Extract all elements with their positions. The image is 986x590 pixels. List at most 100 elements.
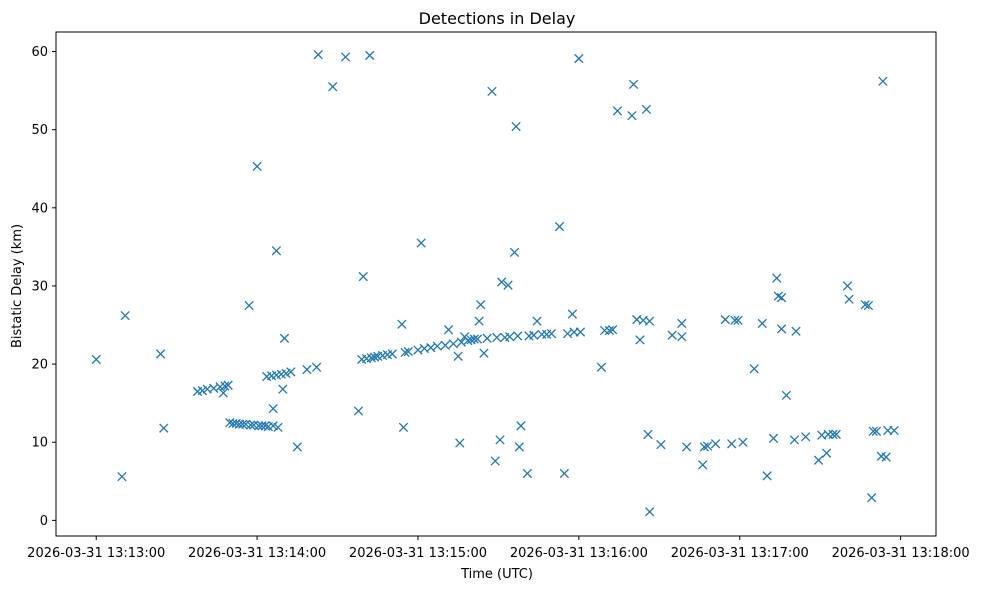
data-point: [218, 388, 228, 398]
data-point: [495, 435, 505, 445]
data-point: [546, 328, 557, 339]
data-point: [727, 439, 737, 449]
data-point: [868, 426, 878, 436]
data-point: [710, 439, 721, 449]
data-point: [889, 425, 899, 436]
data-point: [781, 390, 792, 401]
chart-title: Detections in Delay: [419, 9, 576, 28]
data-point: [432, 341, 442, 351]
data-point: [237, 419, 248, 429]
data-point: [440, 340, 450, 350]
data-point: [776, 293, 787, 303]
data-point: [479, 348, 489, 358]
data-point: [369, 352, 380, 362]
data-point: [159, 423, 169, 433]
data-point: [607, 325, 618, 335]
data-point: [762, 471, 772, 481]
data-point: [469, 334, 479, 344]
data-point: [503, 280, 513, 290]
data-point: [831, 429, 841, 440]
data-point: [842, 281, 853, 291]
x-tick-label: 2026-03-31 13:15:00: [349, 546, 487, 561]
data-point: [279, 333, 290, 343]
data-point: [511, 121, 521, 132]
data-point: [482, 333, 492, 343]
data-point: [730, 315, 740, 325]
data-point: [776, 324, 787, 334]
data-point: [863, 300, 874, 311]
data-point: [881, 452, 891, 462]
data-point: [677, 332, 687, 342]
y-tick-label: 20: [31, 358, 48, 373]
plot-area-frame: [55, 31, 937, 537]
data-point: [328, 82, 338, 92]
data-point: [627, 110, 637, 121]
data-point: [223, 380, 233, 390]
data-point: [635, 335, 645, 345]
y-axis-ticks: 0 10 20 30 40 50 60: [31, 45, 56, 529]
data-point: [699, 442, 709, 452]
data-point: [813, 455, 824, 465]
data-point: [698, 460, 708, 470]
data-point: [260, 421, 270, 431]
data-point: [474, 316, 484, 326]
data-point: [476, 300, 486, 310]
y-tick-label: 30: [31, 279, 48, 294]
data-point: [302, 364, 312, 375]
data-point: [271, 246, 282, 256]
data-point: [559, 468, 570, 479]
data-point: [871, 426, 882, 436]
data-point: [532, 316, 542, 326]
data-point: [554, 221, 565, 232]
x-tick-label: 2026-03-31 13:16:00: [510, 546, 648, 561]
data-point: [400, 347, 410, 358]
data-point: [768, 433, 779, 443]
data-point: [365, 50, 375, 61]
data-point: [453, 351, 463, 361]
data-point: [313, 50, 323, 60]
data-point: [358, 271, 368, 282]
data-point: [681, 442, 692, 452]
data-point: [455, 438, 465, 448]
data-point: [702, 441, 713, 451]
data-point: [311, 362, 322, 372]
data-point: [220, 381, 230, 391]
data-point: [749, 364, 759, 374]
data-point: [117, 471, 127, 482]
data-point: [644, 507, 655, 517]
data-point: [516, 421, 526, 431]
data-point: [155, 349, 166, 359]
y-tick-label: 0: [40, 514, 48, 529]
data-point: [677, 318, 687, 329]
data-point: [340, 52, 351, 62]
data-point: [791, 326, 801, 336]
data-point: [667, 330, 677, 340]
data-point: [268, 403, 278, 414]
data-point: [821, 448, 832, 458]
data-point: [398, 422, 409, 433]
data-point: [278, 384, 288, 394]
data-point: [878, 76, 888, 86]
data-point: [353, 406, 364, 416]
data-point: [860, 300, 870, 310]
x-tick-label: 2026-03-31 13:17:00: [671, 546, 809, 561]
data-point: [612, 106, 623, 116]
data-point: [604, 325, 615, 336]
x-tick-label: 2026-03-31 13:18:00: [832, 546, 970, 561]
data-point: [772, 273, 782, 283]
x-tick-label: 2026-03-31 13:14:00: [188, 546, 326, 561]
data-point: [575, 327, 586, 337]
data-point: [574, 53, 584, 64]
data-point: [252, 161, 262, 172]
data-point: [91, 354, 101, 365]
data-point: [273, 422, 283, 433]
data-point: [292, 442, 302, 452]
x-tick-label: 2026-03-31 13:13:00: [27, 546, 165, 561]
data-point: [246, 420, 256, 430]
data-point: [120, 310, 130, 321]
data-point: [656, 439, 666, 450]
data-point: [509, 247, 520, 258]
data-point: [529, 330, 539, 340]
